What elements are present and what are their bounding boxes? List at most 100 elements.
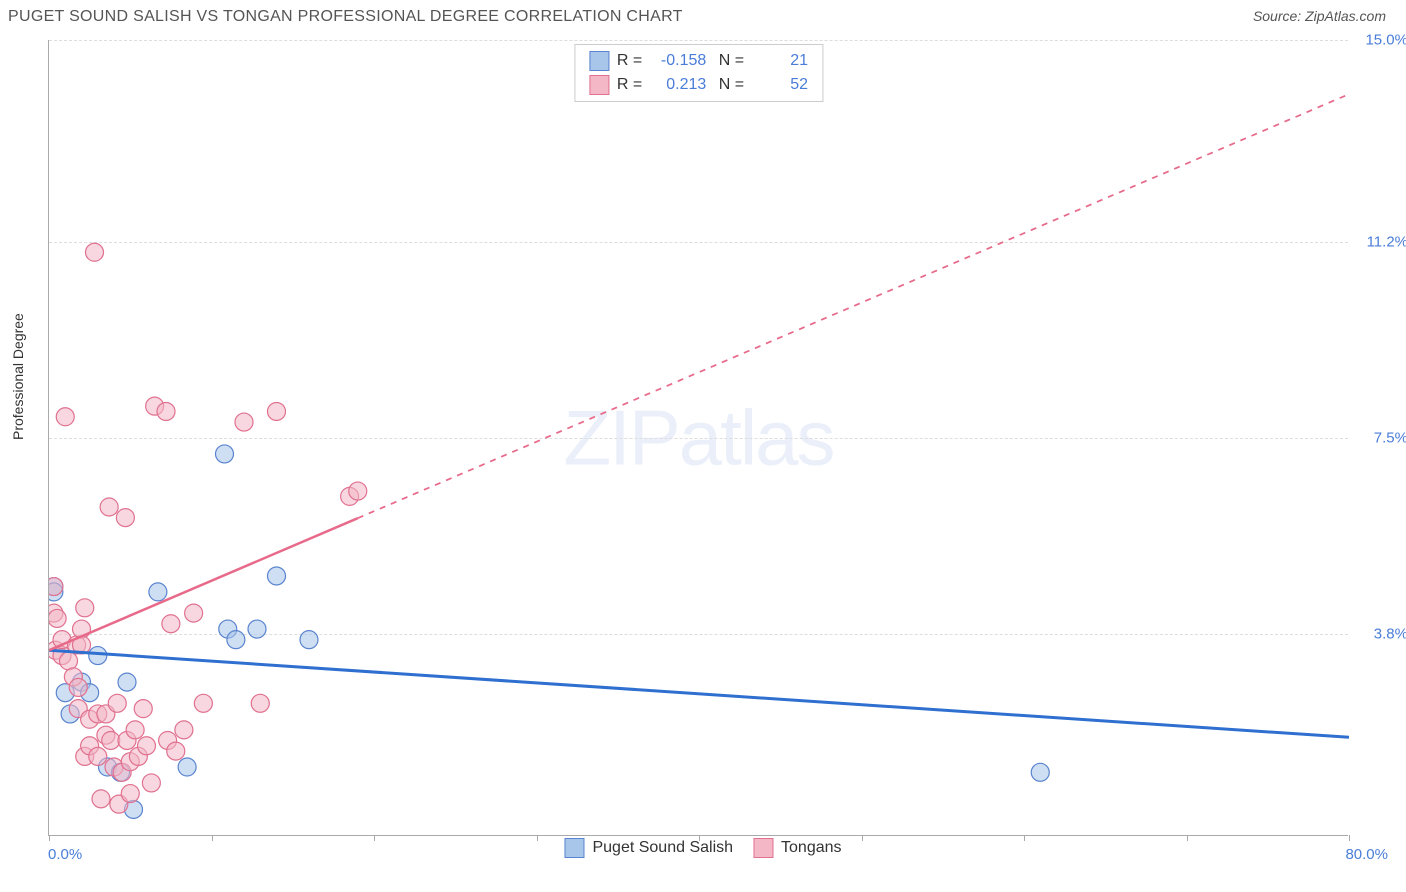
header: PUGET SOUND SALISH VS TONGAN PROFESSIONA…	[0, 0, 1406, 26]
data-point-series-1	[146, 397, 164, 415]
x-tick	[1024, 835, 1025, 841]
legend-label-0: Puget Sound Salish	[592, 839, 733, 857]
data-point-series-1	[175, 721, 193, 739]
gridline	[49, 634, 1348, 635]
legend-item-1: Tongans	[753, 838, 842, 858]
stats-legend-box: R = -0.158 N = 21 R = 0.213 N = 52	[574, 44, 823, 102]
data-point-series-1	[251, 694, 269, 712]
data-point-series-1	[49, 578, 63, 596]
stats-row-series-1: R = 0.213 N = 52	[589, 73, 808, 97]
data-point-series-1	[129, 747, 147, 765]
data-point-series-1	[118, 731, 136, 749]
data-point-series-0	[112, 763, 130, 781]
x-tick	[1349, 835, 1350, 841]
data-point-series-1	[110, 795, 128, 813]
n-value-1: 52	[752, 73, 808, 97]
data-point-series-1	[69, 678, 87, 696]
data-point-series-1	[73, 636, 91, 654]
data-point-series-1	[142, 774, 160, 792]
r-value-1: 0.213	[650, 73, 706, 97]
data-point-series-0	[178, 758, 196, 776]
data-point-series-1	[76, 599, 94, 617]
data-point-series-0	[49, 583, 63, 601]
data-point-series-1	[159, 731, 177, 749]
data-point-series-1	[134, 700, 152, 718]
trend-line-series-0	[49, 650, 1349, 737]
data-point-series-0	[89, 647, 107, 665]
gridline	[49, 438, 1348, 439]
data-point-series-1	[64, 668, 82, 686]
data-point-series-1	[92, 790, 110, 808]
data-point-series-0	[268, 567, 286, 585]
data-point-series-1	[167, 742, 185, 760]
legend-swatch-0	[564, 838, 584, 858]
data-point-series-0	[99, 758, 117, 776]
data-point-series-1	[49, 641, 65, 659]
data-point-series-1	[194, 694, 212, 712]
data-point-series-1	[349, 482, 367, 500]
data-point-series-1	[235, 413, 253, 431]
legend-label-1: Tongans	[781, 839, 842, 857]
x-tick	[537, 835, 538, 841]
data-point-series-0	[227, 631, 245, 649]
bottom-legend: Puget Sound Salish Tongans	[564, 838, 841, 858]
data-point-series-1	[157, 402, 175, 420]
y-tick-label: 11.2%	[1367, 233, 1406, 250]
x-max-label: 80.0%	[1345, 846, 1388, 863]
plot-area: ZIPatlas 3.8%7.5%11.2%15.0% R = -0.158 N…	[48, 40, 1348, 836]
data-point-series-1	[53, 631, 71, 649]
data-point-series-1	[185, 604, 203, 622]
data-point-series-0	[56, 684, 74, 702]
legend-swatch-1	[753, 838, 773, 858]
data-point-series-1	[162, 615, 180, 633]
data-point-series-0	[149, 583, 167, 601]
data-point-series-1	[53, 647, 71, 665]
data-point-series-1	[76, 747, 94, 765]
data-point-series-1	[81, 737, 99, 755]
x-tick	[1187, 835, 1188, 841]
y-tick-label: 7.5%	[1374, 430, 1406, 447]
data-point-series-0	[73, 673, 91, 691]
data-point-series-0	[125, 800, 143, 818]
data-point-series-1	[268, 402, 286, 420]
data-point-series-0	[49, 578, 63, 596]
data-point-series-1	[100, 498, 118, 516]
r-value-0: -0.158	[650, 49, 706, 73]
data-point-series-1	[108, 694, 126, 712]
data-point-series-1	[105, 758, 123, 776]
gridline	[49, 242, 1348, 243]
stats-row-series-0: R = -0.158 N = 21	[589, 49, 808, 73]
data-point-series-0	[118, 673, 136, 691]
trend-line-dash-series-1	[358, 94, 1349, 518]
swatch-series-0	[589, 51, 609, 71]
data-point-series-0	[61, 705, 79, 723]
data-point-series-1	[81, 710, 99, 728]
data-point-series-1	[121, 785, 139, 803]
swatch-series-1	[589, 75, 609, 95]
data-point-series-1	[68, 636, 86, 654]
x-tick	[862, 835, 863, 841]
x-tick	[212, 835, 213, 841]
x-tick	[374, 835, 375, 841]
data-point-series-1	[60, 652, 78, 670]
source-label: Source: ZipAtlas.com	[1253, 8, 1386, 24]
data-point-series-1	[49, 604, 63, 622]
data-point-series-1	[116, 509, 134, 527]
data-point-series-1	[49, 609, 66, 627]
data-point-series-1	[97, 705, 115, 723]
x-tick	[49, 835, 50, 841]
data-point-series-1	[56, 408, 74, 426]
trend-line-series-1	[49, 518, 358, 650]
n-value-0: 21	[752, 49, 808, 73]
data-point-series-1	[113, 763, 131, 781]
data-point-series-1	[126, 721, 144, 739]
data-point-series-1	[89, 747, 107, 765]
data-point-series-0	[300, 631, 318, 649]
data-point-series-1	[341, 487, 359, 505]
data-point-series-1	[102, 731, 120, 749]
x-min-label: 0.0%	[48, 846, 82, 863]
y-tick-label: 3.8%	[1374, 626, 1406, 643]
data-point-series-1	[121, 753, 139, 771]
data-point-series-0	[216, 445, 234, 463]
data-point-series-0	[1031, 763, 1049, 781]
